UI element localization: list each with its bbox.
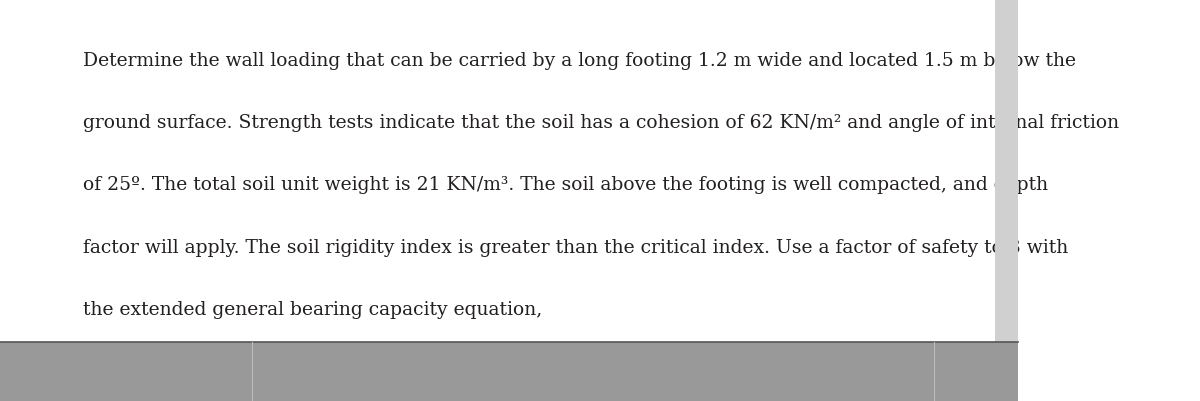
Text: Determine the wall loading that can be carried by a long footing 1.2 m wide and : Determine the wall loading that can be c… (84, 52, 1076, 70)
Bar (995, 0, 1018, 342)
Text: the extended general bearing capacity equation,: the extended general bearing capacity eq… (84, 301, 542, 319)
Text: ground surface. Strength tests indicate that the soil has a cohesion of 62 KN/m²: ground surface. Strength tests indicate … (84, 114, 1120, 132)
Text: factor will apply. The soil rigidity index is greater than the critical index. U: factor will apply. The soil rigidity ind… (84, 239, 1069, 257)
Bar (0, 342, 1018, 401)
Text: of 25º. The total soil unit weight is 21 KN/m³. The soil above the footing is we: of 25º. The total soil unit weight is 21… (84, 176, 1049, 194)
